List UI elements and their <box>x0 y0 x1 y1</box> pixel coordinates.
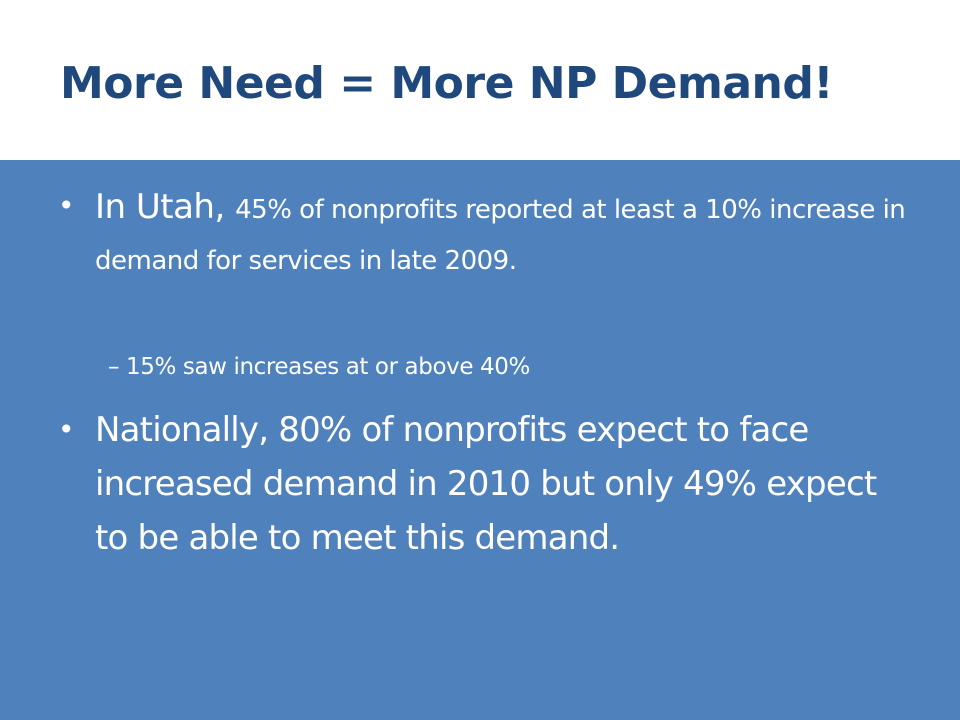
sub-bullet-dash-icon: – <box>108 354 120 380</box>
bullet-utah-text: In Utah, 45% of nonprofits reported at l… <box>95 182 918 287</box>
bullet-utah: • In Utah, 45% of nonprofits reported at… <box>58 182 918 287</box>
sub-bullet-increase-text: 15% saw increases at or above 40% <box>126 354 530 380</box>
bullet-nationally-text: Nationally, 80% of nonprofits expect to … <box>95 410 877 558</box>
slide-title: More Need = More NP Demand! <box>60 58 833 109</box>
bullet-nationally: • Nationally, 80% of nonprofits expect t… <box>58 403 918 565</box>
bullet-utah-lead: In Utah, <box>95 187 236 227</box>
title-area: More Need = More NP Demand! <box>0 0 960 160</box>
bullet-utah-body: 45% of nonprofits reported at least a 10… <box>95 195 906 276</box>
bullet-dot-icon: • <box>58 413 75 446</box>
content-area: • In Utah, 45% of nonprofits reported at… <box>0 160 960 720</box>
sub-bullet-increase: – 15% saw increases at or above 40% <box>108 347 908 387</box>
bullet-dot-icon: • <box>58 189 75 222</box>
